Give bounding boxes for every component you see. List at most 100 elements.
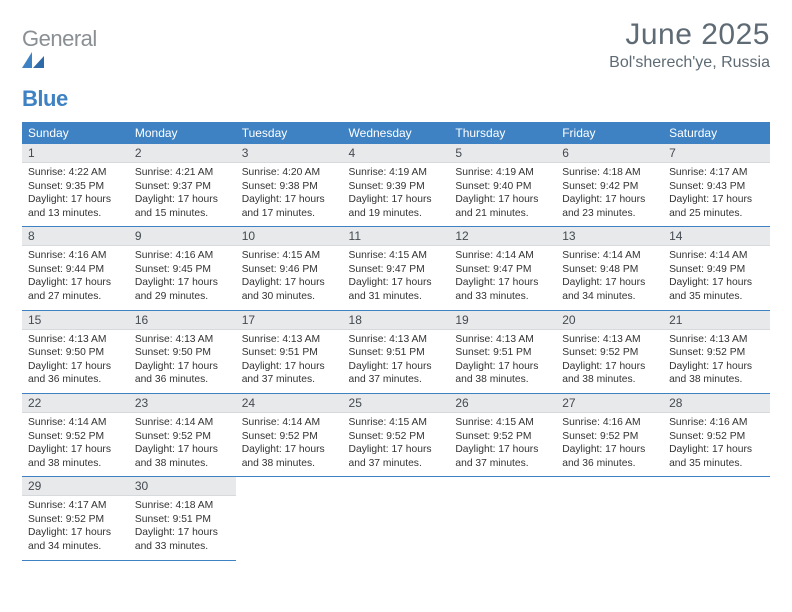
weekday-header: Friday (556, 122, 663, 144)
calendar-cell: 6Sunrise: 4:18 AMSunset: 9:42 PMDaylight… (556, 144, 663, 227)
sunrise-line: Sunrise: 4:21 AM (135, 166, 230, 180)
calendar-cell: 29Sunrise: 4:17 AMSunset: 9:52 PMDayligh… (22, 477, 129, 560)
calendar-cell: 9Sunrise: 4:16 AMSunset: 9:45 PMDaylight… (129, 227, 236, 310)
sunrise-line: Sunrise: 4:16 AM (669, 416, 764, 430)
sunset-line: Sunset: 9:51 PM (455, 346, 550, 360)
calendar-cell: 13Sunrise: 4:14 AMSunset: 9:48 PMDayligh… (556, 227, 663, 310)
sunset-line: Sunset: 9:52 PM (669, 430, 764, 444)
calendar-cell: 20Sunrise: 4:13 AMSunset: 9:52 PMDayligh… (556, 310, 663, 393)
day-details: Sunrise: 4:17 AMSunset: 9:52 PMDaylight:… (22, 496, 129, 559)
sunset-line: Sunset: 9:51 PM (242, 346, 337, 360)
calendar-cell (449, 477, 556, 560)
logo-word-blue: Blue (22, 86, 68, 111)
sunrise-line: Sunrise: 4:18 AM (135, 499, 230, 513)
daylight-line: Daylight: 17 hours and 36 minutes. (135, 360, 230, 387)
day-number: 1 (22, 144, 129, 163)
page-header: General Blue June 2025 Bol'sherech'ye, R… (22, 18, 770, 112)
daylight-line: Daylight: 17 hours and 37 minutes. (242, 360, 337, 387)
sunset-line: Sunset: 9:45 PM (135, 263, 230, 277)
calendar-cell: 16Sunrise: 4:13 AMSunset: 9:50 PMDayligh… (129, 310, 236, 393)
sunrise-line: Sunrise: 4:14 AM (669, 249, 764, 263)
weekday-header: Wednesday (343, 122, 450, 144)
calendar-cell (556, 477, 663, 560)
day-details: Sunrise: 4:19 AMSunset: 9:40 PMDaylight:… (449, 163, 556, 226)
day-number: 24 (236, 394, 343, 413)
day-details: Sunrise: 4:13 AMSunset: 9:51 PMDaylight:… (343, 330, 450, 393)
day-number: 12 (449, 227, 556, 246)
brand-logo: General Blue (22, 18, 99, 112)
day-number: 28 (663, 394, 770, 413)
sunrise-line: Sunrise: 4:13 AM (135, 333, 230, 347)
daylight-line: Daylight: 17 hours and 37 minutes. (455, 443, 550, 470)
daylight-line: Daylight: 17 hours and 13 minutes. (28, 193, 123, 220)
day-details: Sunrise: 4:18 AMSunset: 9:42 PMDaylight:… (556, 163, 663, 226)
day-details: Sunrise: 4:15 AMSunset: 9:52 PMDaylight:… (343, 413, 450, 476)
day-details: Sunrise: 4:14 AMSunset: 9:47 PMDaylight:… (449, 246, 556, 309)
sunrise-line: Sunrise: 4:17 AM (28, 499, 123, 513)
daylight-line: Daylight: 17 hours and 38 minutes. (28, 443, 123, 470)
daylight-line: Daylight: 17 hours and 33 minutes. (135, 526, 230, 553)
sunset-line: Sunset: 9:51 PM (349, 346, 444, 360)
sunset-line: Sunset: 9:52 PM (242, 430, 337, 444)
sunset-line: Sunset: 9:43 PM (669, 180, 764, 194)
sunset-line: Sunset: 9:52 PM (349, 430, 444, 444)
calendar-cell: 26Sunrise: 4:15 AMSunset: 9:52 PMDayligh… (449, 393, 556, 476)
sunrise-line: Sunrise: 4:13 AM (562, 333, 657, 347)
calendar-cell: 2Sunrise: 4:21 AMSunset: 9:37 PMDaylight… (129, 144, 236, 227)
day-number: 25 (343, 394, 450, 413)
day-number: 11 (343, 227, 450, 246)
day-details: Sunrise: 4:13 AMSunset: 9:50 PMDaylight:… (129, 330, 236, 393)
calendar-cell: 17Sunrise: 4:13 AMSunset: 9:51 PMDayligh… (236, 310, 343, 393)
day-number: 21 (663, 311, 770, 330)
day-details: Sunrise: 4:16 AMSunset: 9:52 PMDaylight:… (663, 413, 770, 476)
sunrise-line: Sunrise: 4:18 AM (562, 166, 657, 180)
sunrise-line: Sunrise: 4:16 AM (562, 416, 657, 430)
day-number: 30 (129, 477, 236, 496)
day-number: 7 (663, 144, 770, 163)
title-block: June 2025 Bol'sherech'ye, Russia (609, 18, 770, 72)
day-details: Sunrise: 4:19 AMSunset: 9:39 PMDaylight:… (343, 163, 450, 226)
calendar-cell (343, 477, 450, 560)
sunset-line: Sunset: 9:50 PM (28, 346, 123, 360)
calendar-cell: 3Sunrise: 4:20 AMSunset: 9:38 PMDaylight… (236, 144, 343, 227)
daylight-line: Daylight: 17 hours and 38 minutes. (669, 360, 764, 387)
day-details: Sunrise: 4:16 AMSunset: 9:45 PMDaylight:… (129, 246, 236, 309)
sunrise-line: Sunrise: 4:13 AM (242, 333, 337, 347)
calendar-cell: 25Sunrise: 4:15 AMSunset: 9:52 PMDayligh… (343, 393, 450, 476)
day-number: 4 (343, 144, 450, 163)
day-details: Sunrise: 4:14 AMSunset: 9:52 PMDaylight:… (236, 413, 343, 476)
sunset-line: Sunset: 9:51 PM (135, 513, 230, 527)
daylight-line: Daylight: 17 hours and 35 minutes. (669, 443, 764, 470)
daylight-line: Daylight: 17 hours and 17 minutes. (242, 193, 337, 220)
calendar-row: 22Sunrise: 4:14 AMSunset: 9:52 PMDayligh… (22, 393, 770, 476)
sunset-line: Sunset: 9:52 PM (28, 513, 123, 527)
sunrise-line: Sunrise: 4:14 AM (28, 416, 123, 430)
day-number: 13 (556, 227, 663, 246)
sunrise-line: Sunrise: 4:19 AM (349, 166, 444, 180)
day-details: Sunrise: 4:20 AMSunset: 9:38 PMDaylight:… (236, 163, 343, 226)
calendar-cell: 27Sunrise: 4:16 AMSunset: 9:52 PMDayligh… (556, 393, 663, 476)
calendar-cell: 21Sunrise: 4:13 AMSunset: 9:52 PMDayligh… (663, 310, 770, 393)
calendar-cell: 24Sunrise: 4:14 AMSunset: 9:52 PMDayligh… (236, 393, 343, 476)
day-number: 8 (22, 227, 129, 246)
sunset-line: Sunset: 9:49 PM (669, 263, 764, 277)
day-number: 20 (556, 311, 663, 330)
calendar-cell: 28Sunrise: 4:16 AMSunset: 9:52 PMDayligh… (663, 393, 770, 476)
daylight-line: Daylight: 17 hours and 33 minutes. (455, 276, 550, 303)
daylight-line: Daylight: 17 hours and 23 minutes. (562, 193, 657, 220)
daylight-line: Daylight: 17 hours and 36 minutes. (562, 443, 657, 470)
daylight-line: Daylight: 17 hours and 25 minutes. (669, 193, 764, 220)
weekday-header: Thursday (449, 122, 556, 144)
sunrise-line: Sunrise: 4:17 AM (669, 166, 764, 180)
sunrise-line: Sunrise: 4:20 AM (242, 166, 337, 180)
daylight-line: Daylight: 17 hours and 30 minutes. (242, 276, 337, 303)
sunrise-line: Sunrise: 4:15 AM (349, 249, 444, 263)
day-details: Sunrise: 4:17 AMSunset: 9:43 PMDaylight:… (663, 163, 770, 226)
sunrise-line: Sunrise: 4:15 AM (455, 416, 550, 430)
daylight-line: Daylight: 17 hours and 37 minutes. (349, 443, 444, 470)
day-number: 14 (663, 227, 770, 246)
calendar-row: 1Sunrise: 4:22 AMSunset: 9:35 PMDaylight… (22, 144, 770, 227)
sunrise-line: Sunrise: 4:15 AM (349, 416, 444, 430)
daylight-line: Daylight: 17 hours and 37 minutes. (349, 360, 444, 387)
location-label: Bol'sherech'ye, Russia (609, 54, 770, 72)
